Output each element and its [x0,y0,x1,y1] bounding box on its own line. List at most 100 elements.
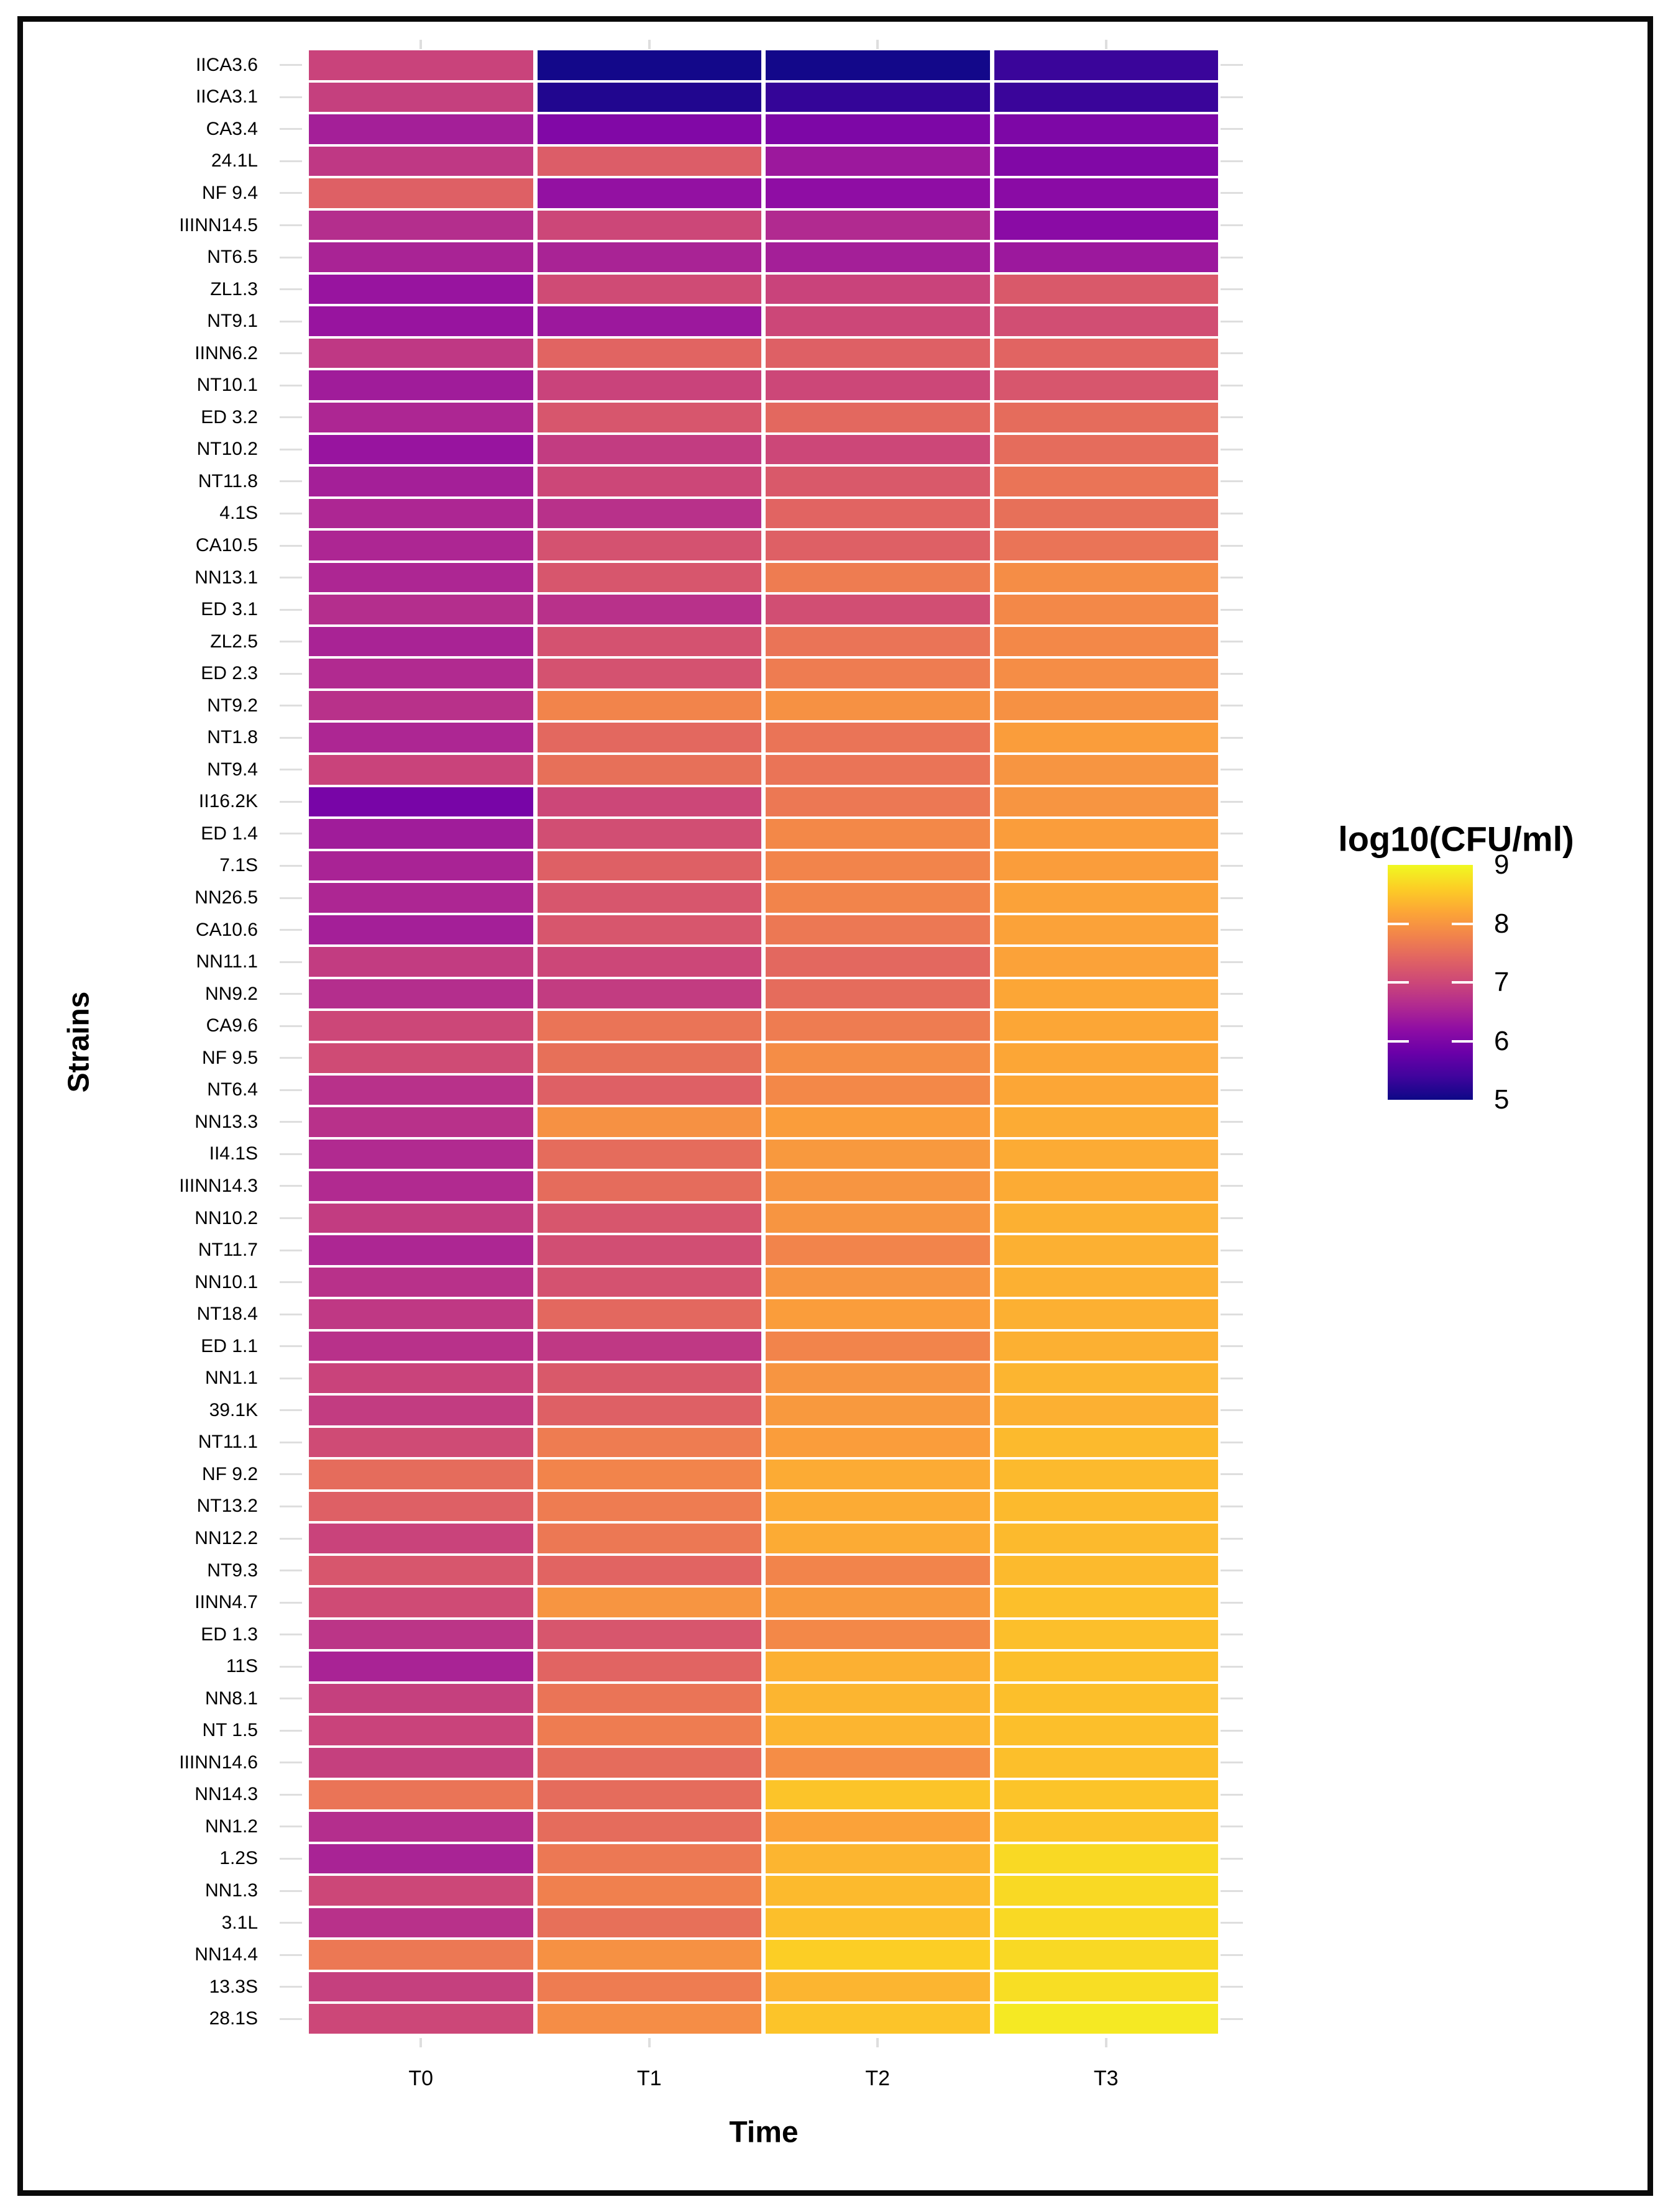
heatmap-cell [309,1139,533,1169]
heatmap-cell [766,947,990,977]
y-tick-label: 7.1S [219,855,258,876]
y-axis-tick [1221,705,1243,707]
legend-title: log10(CFU/ml) [1338,819,1574,859]
y-axis-tick [1221,192,1243,194]
y-axis-tick [280,160,302,162]
heatmap-cell [309,1075,533,1105]
x-tick-label: T0 [408,2067,434,2090]
heatmap-cell [994,1203,1218,1233]
y-axis-tick [1221,672,1243,675]
y-axis-tick [1221,1185,1243,1187]
y-tick-label: 11S [226,1656,258,1677]
y-tick-label: IIINN14.3 [179,1175,258,1196]
heatmap-cell [766,915,990,945]
y-tick-label: IIINN14.6 [179,1752,258,1773]
heatmap-cell [766,1267,990,1297]
heatmap-cell [537,1171,761,1201]
y-axis-tick [280,961,302,963]
heatmap-cell [309,1107,533,1137]
heatmap-cell [309,434,533,465]
y-axis-tick [280,384,302,386]
x-axis-tick [648,40,651,49]
y-tick-label: NN13.1 [195,567,258,588]
y-axis-tick [280,128,302,130]
legend-colorbar-tick [1388,1040,1409,1043]
heatmap-cell [537,755,761,785]
y-axis-tick [280,2018,302,2020]
heatmap-cell [994,1619,1218,1650]
y-tick-label: NT11.1 [198,1432,258,1453]
heatmap-cell [309,1267,533,1297]
heatmap-cell [537,1555,761,1586]
y-axis-tick [1221,1345,1243,1348]
heatmap-cell [766,1716,990,1745]
heatmap-cell [766,1299,990,1329]
y-axis-tick [1221,800,1243,803]
heatmap-cell [309,1940,533,1970]
y-axis-tick [280,1729,302,1732]
heatmap-cell [766,1363,990,1393]
y-axis-tick [1221,769,1243,771]
y-tick-label: CA10.6 [195,919,258,940]
y-tick-label: 1.2S [219,1848,258,1869]
heatmap-cell [994,1299,1218,1329]
y-tick-label: 4.1S [219,503,258,524]
heatmap-cell [537,82,761,112]
heatmap-cell [537,498,761,529]
heatmap-cell [537,2004,761,2034]
x-tick-label: T3 [1093,2067,1119,2090]
heatmap-cell [766,1844,990,1874]
x-tick-label: T1 [636,2067,662,2090]
y-axis-tick [1221,160,1243,162]
y-tick-label: II16.2K [198,791,258,812]
y-axis-tick [280,993,302,995]
y-tick-label: ZL1.3 [210,278,258,299]
heatmap-cell [309,1491,533,1522]
y-axis-tick [280,1281,302,1284]
heatmap-cell [766,50,990,80]
heatmap-cell [766,1747,990,1778]
heatmap-cell [537,819,761,849]
heatmap-cell [309,114,533,144]
heatmap-cell [309,1652,533,1681]
heatmap-cell [309,979,533,1009]
heatmap-cell [309,595,533,624]
y-axis-tick [1221,1217,1243,1220]
y-axis-tick [1221,1473,1243,1476]
heatmap-cell [994,306,1218,336]
y-axis-tick [280,1089,302,1091]
heatmap-cell [994,1395,1218,1425]
heatmap-cell [994,915,1218,945]
heatmap-cell [309,947,533,977]
y-axis-tick [1221,1634,1243,1636]
heatmap-cell [994,2004,1218,2034]
y-axis-tick [280,1570,302,1572]
heatmap-cell [766,1395,990,1425]
heatmap-cell [537,531,761,560]
heatmap-cell [766,819,990,849]
y-tick-label: NT11.8 [198,470,258,491]
heatmap-cell [537,1812,761,1842]
heatmap-cell [766,1908,990,1938]
y-axis-tick [280,1857,302,1860]
y-tick-label: NN9.2 [204,983,258,1004]
y-tick-label: IINN6.2 [195,342,258,363]
y-axis-tick [1221,961,1243,963]
y-axis-tick [1221,1857,1243,1860]
heatmap-cell [309,1395,533,1425]
heatmap-cell [537,1683,761,1714]
heatmap-cell [766,531,990,560]
heatmap-cell [994,690,1218,721]
y-axis-tick [1221,1409,1243,1412]
y-axis-tick [280,577,302,579]
heatmap-cell [309,210,533,240]
heatmap-cell [766,1588,990,1617]
heatmap-cell [994,467,1218,496]
heatmap-cell [766,1075,990,1105]
heatmap-cell [309,1876,533,1906]
heatmap-cell [766,82,990,112]
heatmap-cell [537,1299,761,1329]
heatmap-cell [766,1812,990,1842]
y-axis-tick [280,1441,302,1443]
y-tick-label: NN1.2 [204,1816,258,1837]
